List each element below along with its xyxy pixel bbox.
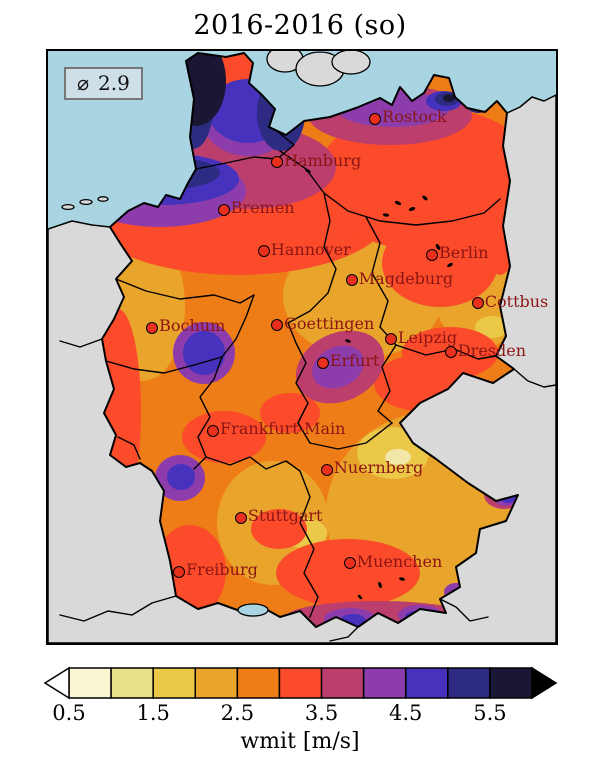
city-dot-icon bbox=[207, 424, 220, 437]
city-dot-icon bbox=[343, 557, 356, 570]
foreign-borders bbox=[59, 338, 556, 642]
colorbar-segment-7 bbox=[362, 667, 407, 699]
city-label: Hannover bbox=[270, 239, 351, 259]
city-dot-icon bbox=[257, 245, 270, 258]
colorbar-under-arrow bbox=[43, 666, 70, 700]
city-label: Erfurt bbox=[329, 351, 380, 371]
state-borders bbox=[105, 126, 501, 618]
city-marker-stuttgart: Stuttgart bbox=[235, 506, 323, 527]
colorbar-over-arrow bbox=[531, 666, 558, 700]
islands bbox=[61, 51, 371, 211]
mean-value-badge: ⌀ 2.9 bbox=[64, 67, 143, 100]
city-marker-erfurt: Erfurt bbox=[316, 351, 380, 372]
city-label: Berlin bbox=[439, 243, 489, 263]
colorbar-bar bbox=[43, 666, 558, 700]
germany-wind-map: ⌀ 2.9 Rostock Hamburg Bremen Hannover Berlin… bbox=[46, 49, 558, 645]
colorbar-segment-0 bbox=[68, 667, 112, 699]
city-dot-icon bbox=[384, 333, 397, 346]
city-marker-dresden: Dresden bbox=[444, 340, 527, 362]
city-marker-bochum: Bochum bbox=[146, 316, 226, 337]
colorbar-tick-4.5: 4.5 bbox=[389, 701, 423, 725]
colorbar-tick-1.5: 1.5 bbox=[136, 701, 170, 725]
city-dot-icon bbox=[345, 274, 358, 287]
city-label: Bochum bbox=[159, 316, 226, 336]
city-label: Leipzig bbox=[397, 327, 458, 347]
colorbar-segment-8 bbox=[404, 667, 449, 699]
city-label: Magdeburg bbox=[358, 268, 454, 288]
city-label: Rostock bbox=[382, 107, 447, 127]
city-marker-leipzig: Leipzig bbox=[384, 327, 458, 349]
city-marker-muenchen: Muenchen bbox=[343, 551, 443, 573]
city-label: Cottbus bbox=[484, 291, 549, 311]
city-marker-frankfurt-main: Frankfurt-Main bbox=[207, 419, 346, 440]
city-marker-freiburg: Freiburg bbox=[173, 560, 258, 581]
city-marker-berlin: Berlin bbox=[426, 243, 489, 264]
figure-title: 2016-2016 (so) bbox=[193, 10, 407, 41]
city-marker-rostock: Rostock bbox=[369, 107, 447, 128]
city-marker-cottbus: Cottbus bbox=[471, 291, 549, 313]
colorbar-tick-0.5: 0.5 bbox=[52, 701, 86, 725]
colorbar-tick-2.5: 2.5 bbox=[220, 701, 255, 725]
city-marker-nuernberg: Nuernberg bbox=[320, 458, 424, 479]
colorbar-segment-9 bbox=[447, 667, 491, 699]
city-markers-layer: Rostock Hamburg Bremen Hannover Berlin Magdeb… bbox=[48, 51, 556, 643]
city-label: Bremen bbox=[230, 198, 295, 218]
city-dot-icon bbox=[369, 112, 382, 125]
city-dot-icon bbox=[173, 565, 186, 578]
colorbar-segment-6 bbox=[320, 667, 365, 699]
city-label: Frankfurt-Main bbox=[220, 419, 346, 439]
mean-value: 2.9 bbox=[98, 71, 130, 95]
city-label: Dresden bbox=[457, 340, 527, 360]
city-dot-icon bbox=[271, 156, 284, 169]
city-label: Hamburg bbox=[284, 150, 362, 170]
colorbar-tick-5.5: 5.5 bbox=[473, 701, 507, 725]
colorbar-tick-3.5: 3.5 bbox=[304, 701, 339, 725]
city-marker-hamburg: Hamburg bbox=[271, 150, 362, 172]
city-marker-hannover: Hannover bbox=[257, 239, 351, 261]
colorbar-label: wmit [m/s] bbox=[240, 729, 360, 754]
lakes bbox=[305, 169, 510, 600]
city-dot-icon bbox=[320, 463, 333, 476]
city-label: Goettingen bbox=[284, 313, 375, 333]
city-dot-icon bbox=[271, 319, 284, 332]
colorbar-segment-1 bbox=[110, 667, 154, 699]
city-dot-icon bbox=[235, 511, 248, 524]
colorbar-segment-4 bbox=[236, 667, 281, 699]
city-dot-icon bbox=[444, 346, 457, 359]
city-dot-icon bbox=[471, 297, 484, 310]
colorbar-segment-10 bbox=[489, 667, 533, 699]
city-label: Muenchen bbox=[356, 551, 443, 571]
city-marker-magdeburg: Magdeburg bbox=[345, 268, 454, 290]
diameter-symbol-icon: ⌀ bbox=[77, 71, 90, 95]
city-label: Freiburg bbox=[186, 560, 258, 579]
lake-constance bbox=[237, 603, 269, 617]
city-marker-bremen: Bremen bbox=[217, 198, 295, 219]
city-dot-icon bbox=[217, 203, 230, 216]
city-label: Nuernberg bbox=[333, 458, 424, 478]
colorbar-segment-2 bbox=[152, 667, 197, 699]
map-canvas bbox=[48, 51, 556, 643]
city-dot-icon bbox=[426, 248, 439, 261]
colorbar-segment-5 bbox=[278, 667, 323, 699]
city-dot-icon bbox=[146, 321, 159, 334]
city-marker-goettingen: Goettingen bbox=[271, 313, 375, 335]
city-label: Stuttgart bbox=[248, 506, 323, 526]
colorbar-segment-3 bbox=[194, 667, 239, 699]
city-dot-icon bbox=[316, 356, 329, 369]
